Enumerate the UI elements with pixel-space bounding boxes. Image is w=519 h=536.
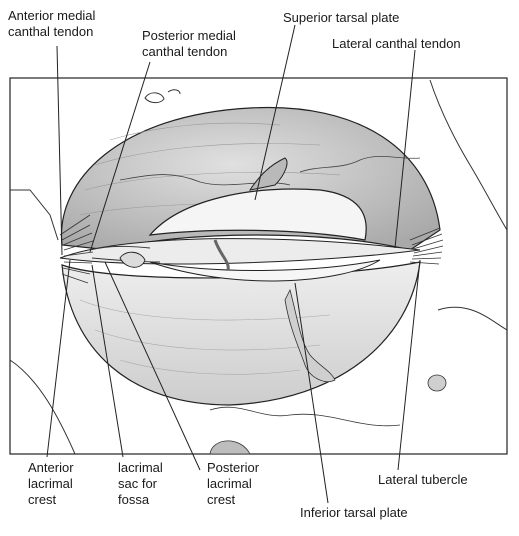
- foramen: [167, 89, 181, 95]
- shading: [79, 122, 361, 216]
- leader-line: [104, 261, 201, 471]
- leader-line: [397, 259, 421, 471]
- leader-line: [56, 45, 63, 256]
- orbital-rim-line: [10, 189, 59, 241]
- levator-structure: [213, 239, 230, 271]
- inferior-tarsal-plate: [149, 259, 381, 282]
- orbital-rim-line: [429, 79, 508, 231]
- lateral-canthal-tendon-fan: [409, 227, 444, 265]
- globe-lower: [61, 261, 421, 406]
- label-lateral-tubercle: Lateral tubercle: [378, 472, 468, 487]
- leader-line: [46, 259, 71, 458]
- label-anterior-medial-canthal-tendon: canthal tendon: [8, 24, 93, 39]
- label-posterior-lacrimal-crest: lacrimal: [207, 476, 252, 491]
- label-posterior-lacrimal-crest: crest: [207, 492, 236, 507]
- label-posterior-medial-canthal-tendon: Posterior medial: [142, 28, 236, 43]
- leader-line: [91, 264, 124, 458]
- bone-contour: [209, 440, 251, 455]
- leader-line: [89, 61, 151, 253]
- foramen: [144, 92, 165, 104]
- orbital-rim-line: [437, 306, 508, 331]
- anterior-medial-canthal-tendon-fan: [59, 214, 94, 284]
- orbital-rim-line: [9, 359, 76, 455]
- label-superior-tarsal-plate: Superior tarsal plate: [283, 10, 399, 25]
- label-lacrimal-sac-fossa: sac for: [118, 476, 158, 491]
- label-anterior-lacrimal-crest: lacrimal: [28, 476, 73, 491]
- vessel-line: [299, 155, 421, 173]
- label-lacrimal-sac-fossa: fossa: [118, 492, 150, 507]
- orbital-rim-line: [209, 406, 401, 427]
- label-lateral-canthal-tendon: Lateral canthal tendon: [332, 36, 461, 51]
- lid-margin-band: [59, 238, 421, 265]
- label-posterior-lacrimal-crest: Posterior: [207, 460, 260, 475]
- leader-line: [294, 282, 329, 504]
- label-inferior-tarsal-plate: Inferior tarsal plate: [300, 505, 408, 520]
- lacrimal-sac: [119, 251, 146, 268]
- label-anterior-lacrimal-crest: crest: [28, 492, 57, 507]
- leader-line: [394, 49, 416, 249]
- bone-nodule: [427, 374, 447, 392]
- label-posterior-medial-canthal-tendon: canthal tendon: [142, 44, 227, 59]
- label-anterior-lacrimal-crest: Anterior: [28, 460, 74, 475]
- inferior-structure: [284, 288, 336, 382]
- superior-tarsal-plate: [148, 188, 367, 241]
- leader-line: [254, 24, 296, 201]
- label-lacrimal-sac-fossa: lacrimal: [118, 460, 163, 475]
- label-anterior-medial-canthal-tendon: Anterior medial: [8, 8, 96, 23]
